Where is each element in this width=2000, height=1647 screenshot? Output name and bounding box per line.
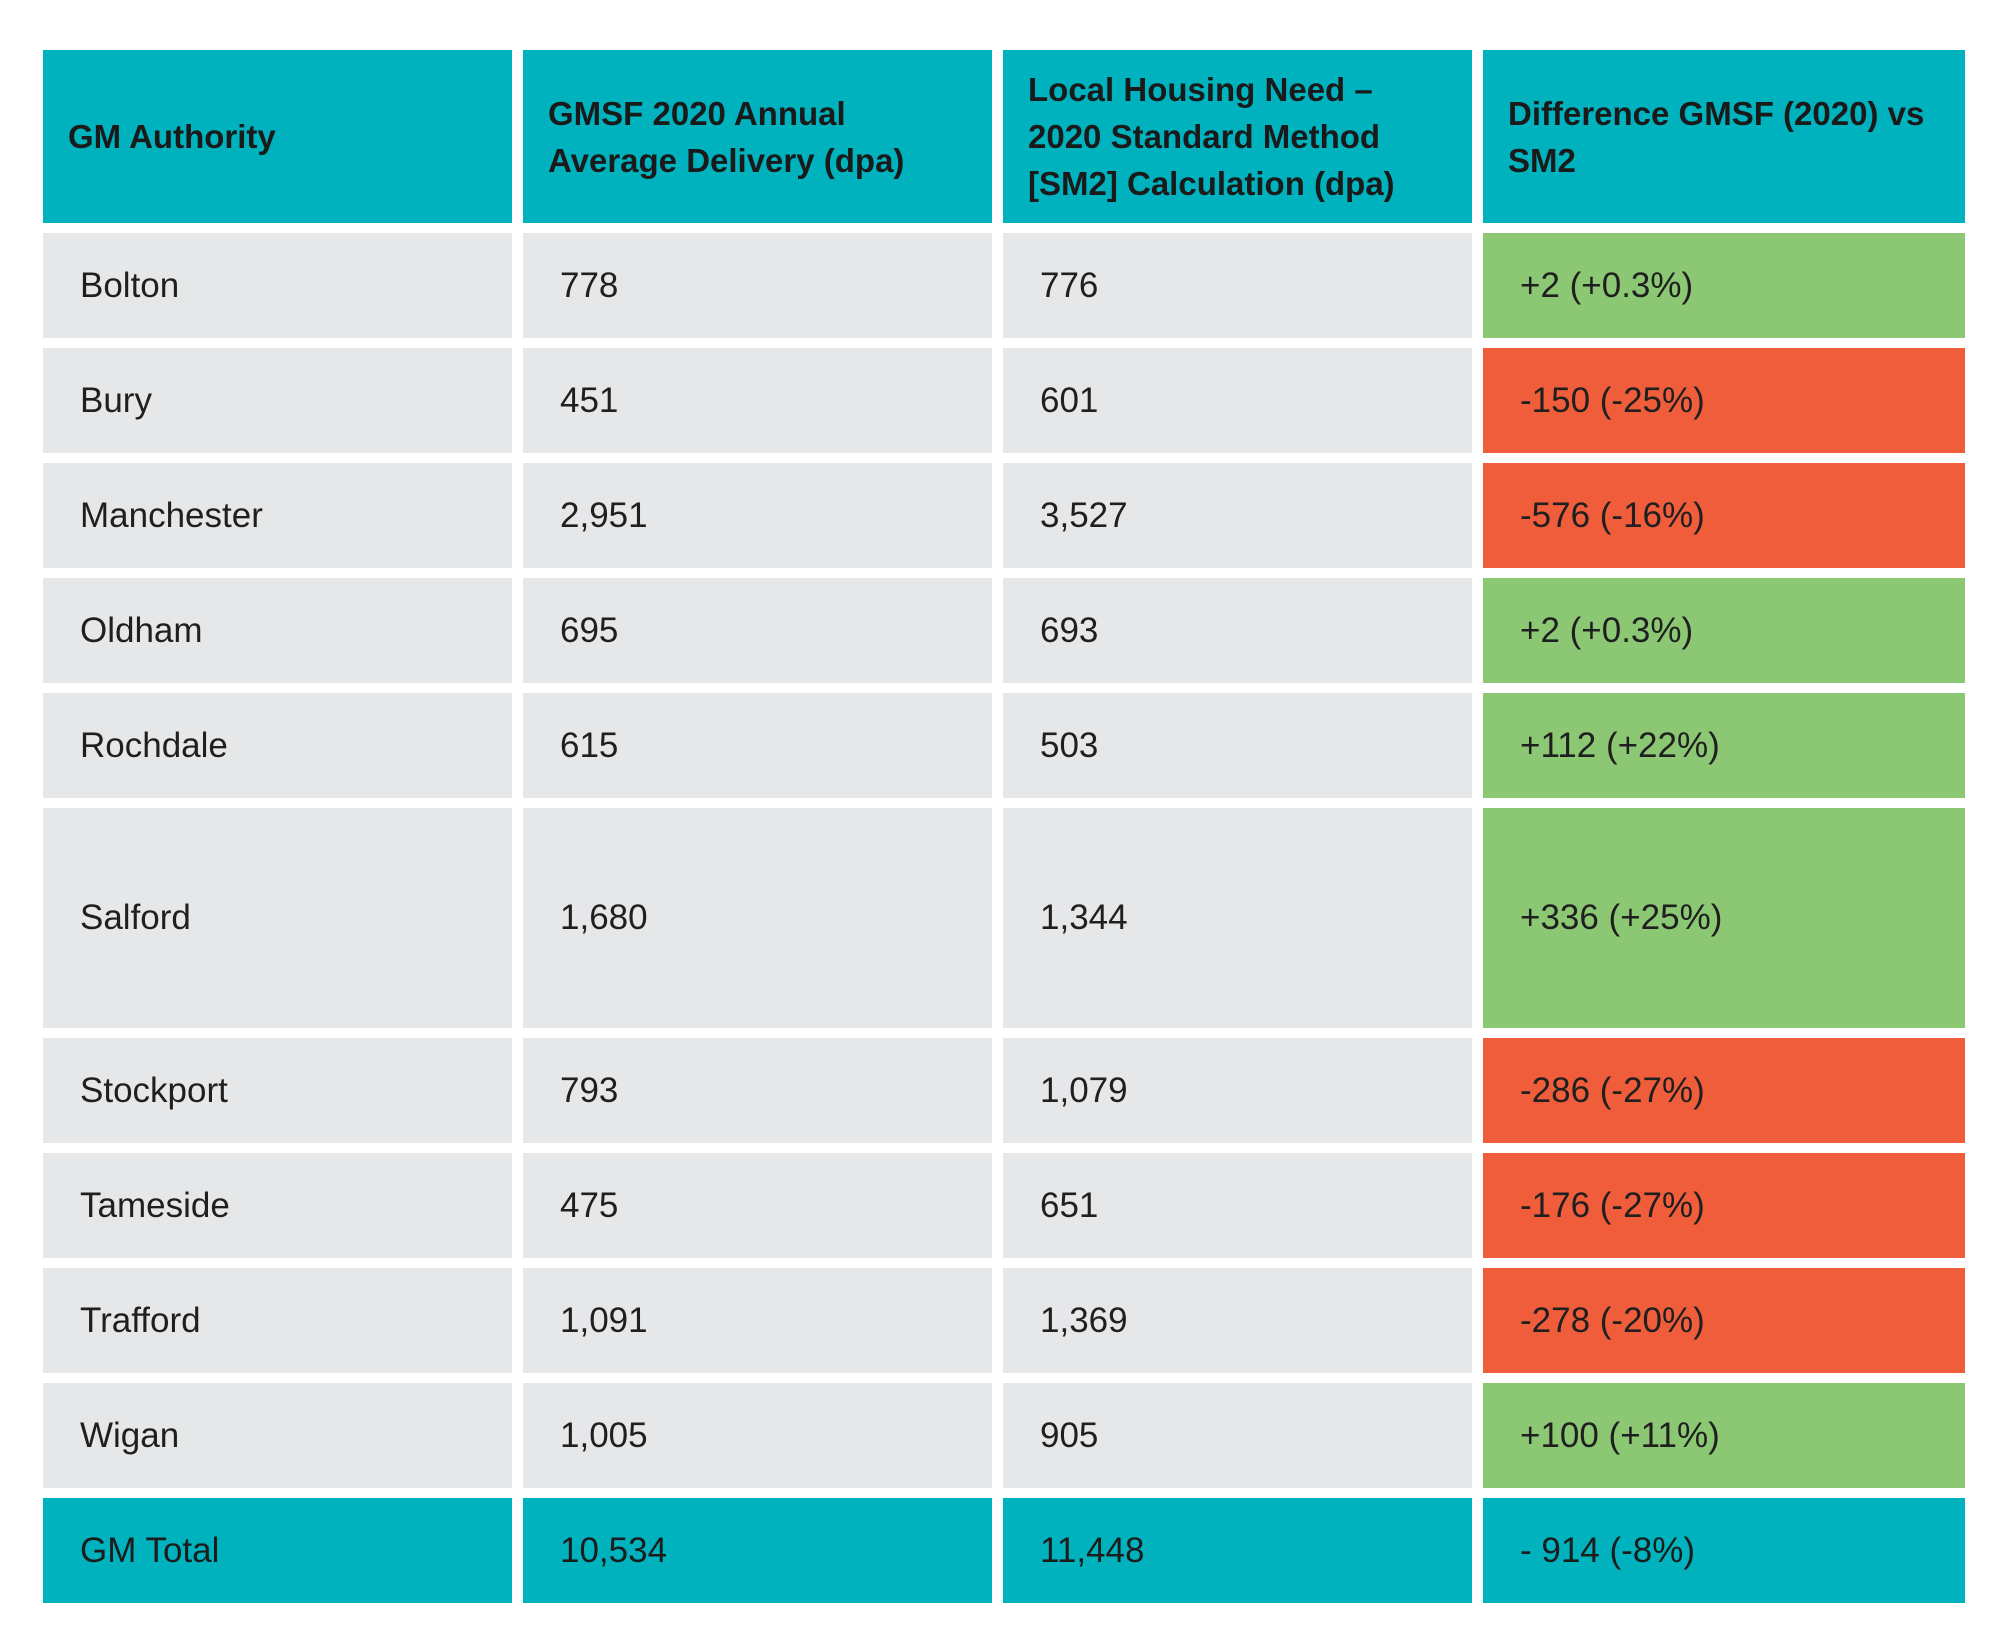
sm2-cell: 1,079 [1003,1038,1472,1143]
difference-cell: +112 (+22%) [1483,693,1965,798]
header-difference: Difference GMSF (2020) vs SM2 [1483,50,1965,223]
total-label-cell: GM Total [43,1498,512,1603]
authority-cell: Manchester [43,463,512,568]
authority-cell: Tameside [43,1153,512,1258]
difference-cell: +100 (+11%) [1483,1383,1965,1488]
gmsf-cell: 475 [523,1153,992,1258]
sm2-cell: 776 [1003,233,1472,338]
total-sm2-cell: 11,448 [1003,1498,1472,1603]
difference-cell: +2 (+0.3%) [1483,578,1965,683]
authority-cell: Stockport [43,1038,512,1143]
total-difference-cell: - 914 (-8%) [1483,1498,1965,1603]
gmsf-cell: 1,091 [523,1268,992,1373]
difference-cell: -576 (-16%) [1483,463,1965,568]
sm2-cell: 3,527 [1003,463,1472,568]
authority-cell: Trafford [43,1268,512,1373]
gmsf-cell: 451 [523,348,992,453]
authority-cell: Oldham [43,578,512,683]
gmsf-cell: 1,005 [523,1383,992,1488]
sm2-cell: 601 [1003,348,1472,453]
header-local-housing-need: Local Housing Need – 2020 Standard Metho… [1003,50,1472,223]
sm2-cell: 693 [1003,578,1472,683]
header-gmsf-2020: GMSF 2020 Annual Average Delivery (dpa) [523,50,992,223]
gmsf-cell: 778 [523,233,992,338]
authority-cell: Rochdale [43,693,512,798]
gmsf-cell: 2,951 [523,463,992,568]
difference-cell: -150 (-25%) [1483,348,1965,453]
housing-comparison-table: GM Authority GMSF 2020 Annual Average De… [43,50,1965,1603]
difference-cell: +336 (+25%) [1483,808,1965,1028]
gmsf-cell: 615 [523,693,992,798]
sm2-cell: 651 [1003,1153,1472,1258]
sm2-cell: 905 [1003,1383,1472,1488]
authority-cell: Wigan [43,1383,512,1488]
header-authority: GM Authority [43,50,512,223]
authority-cell: Salford [43,808,512,1028]
authority-cell: Bolton [43,233,512,338]
difference-cell: +2 (+0.3%) [1483,233,1965,338]
sm2-cell: 503 [1003,693,1472,798]
difference-cell: -286 (-27%) [1483,1038,1965,1143]
gmsf-cell: 793 [523,1038,992,1143]
sm2-cell: 1,344 [1003,808,1472,1028]
difference-cell: -278 (-20%) [1483,1268,1965,1373]
difference-cell: -176 (-27%) [1483,1153,1965,1258]
authority-cell: Bury [43,348,512,453]
sm2-cell: 1,369 [1003,1268,1472,1373]
gmsf-cell: 695 [523,578,992,683]
total-gmsf-cell: 10,534 [523,1498,992,1603]
gmsf-cell: 1,680 [523,808,992,1028]
